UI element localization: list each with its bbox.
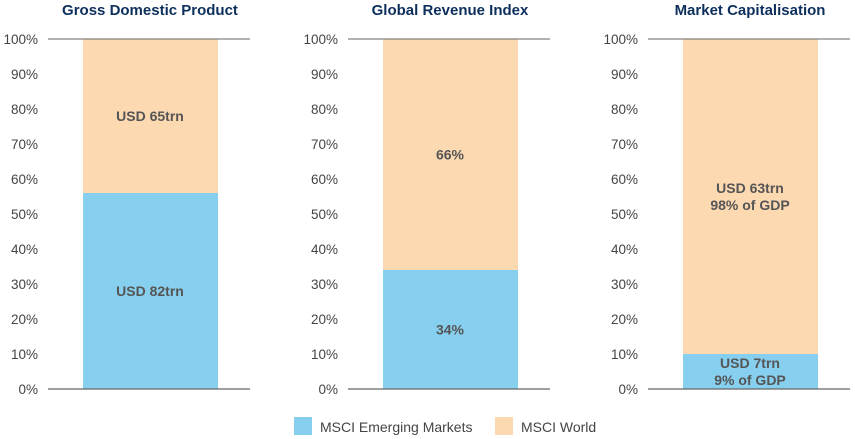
bar-segment-emerging-markets (683, 354, 818, 389)
chart-panel-2: Global Revenue Index 0% 10% 20% 30% 40% 50% 60%… (303, 2, 550, 397)
chart-panel-3: Market Capitalisation 0% 10% 20% 30% 40% 50% 60… (603, 2, 850, 397)
y-tick-label: 60% (11, 172, 38, 187)
y-tick-label: 40% (11, 242, 38, 257)
y-tick-label: 50% (611, 207, 638, 222)
y-tick-label: 70% (611, 137, 638, 152)
y-tick-label: 100% (3, 32, 38, 47)
legend-label: MSCI Emerging Markets (320, 419, 472, 435)
data-label: 34% (436, 322, 465, 338)
y-tick-label: 90% (11, 67, 38, 82)
y-tick-label: 20% (611, 312, 638, 327)
data-label: USD 7trn (720, 355, 780, 371)
y-tick-label: 40% (611, 242, 638, 257)
legend-swatch (294, 417, 312, 435)
y-tick-label: 0% (618, 382, 638, 397)
bar-segment-emerging-markets (83, 193, 218, 389)
chart-title: Global Revenue Index (372, 2, 529, 19)
y-tick-label: 10% (11, 347, 38, 362)
legend-label: MSCI World (521, 419, 596, 435)
data-label: USD 65trn (116, 108, 184, 124)
y-tick-label: 0% (18, 382, 38, 397)
y-tick-label: 90% (611, 67, 638, 82)
bar-segment-world (83, 39, 218, 193)
legend-swatch (495, 417, 513, 435)
chart-title: Gross Domestic Product (62, 2, 238, 19)
y-tick-label: 30% (611, 277, 638, 292)
y-tick-label: 90% (311, 67, 338, 82)
y-tick-label: 70% (11, 137, 38, 152)
y-tick-label: 50% (11, 207, 38, 222)
chart-title: Market Capitalisation (675, 2, 826, 19)
y-tick-label: 30% (311, 277, 338, 292)
data-label: 66% (436, 147, 465, 163)
y-tick-label: 100% (603, 32, 638, 47)
chart-panel-1: Gross Domestic Product 0% 10% 20% 30% 40% 50% 6… (3, 2, 250, 397)
bar-segment-world (383, 39, 518, 270)
y-tick-label: 20% (11, 312, 38, 327)
y-tick-label: 20% (311, 312, 338, 327)
bar-segment-world (683, 39, 818, 354)
data-label: 9% of GDP (714, 372, 786, 388)
data-label: 98% of GDP (710, 197, 789, 213)
data-label: USD 82trn (116, 283, 184, 299)
y-tick-label: 60% (611, 172, 638, 187)
y-tick-label: 70% (311, 137, 338, 152)
y-tick-label: 60% (311, 172, 338, 187)
y-tick-label: 40% (311, 242, 338, 257)
y-tick-label: 50% (311, 207, 338, 222)
data-label: USD 63trn (716, 180, 784, 196)
y-tick-label: 10% (611, 347, 638, 362)
bar-segment-emerging-markets (383, 270, 518, 389)
y-tick-label: 80% (611, 102, 638, 117)
y-tick-label: 30% (11, 277, 38, 292)
y-tick-label: 100% (303, 32, 338, 47)
y-tick-label: 10% (311, 347, 338, 362)
y-tick-label: 0% (318, 382, 338, 397)
legend: MSCI Emerging Markets MSCI World (294, 417, 596, 435)
y-tick-label: 80% (11, 102, 38, 117)
y-tick-label: 80% (311, 102, 338, 117)
